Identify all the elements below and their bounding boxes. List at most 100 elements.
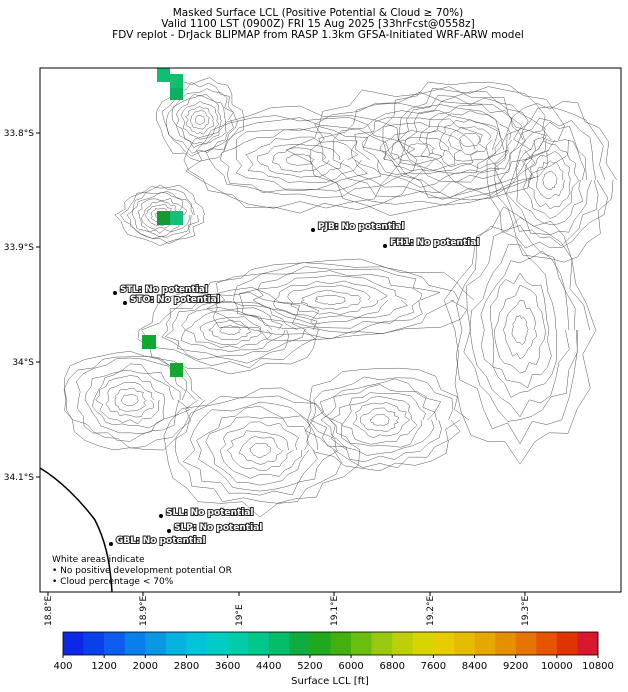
colorbar-label: Surface LCL [ft] [291,676,369,687]
contour [126,191,195,239]
colorbar-swatch [474,632,496,655]
colorbar-tick-label: 400 [53,661,72,672]
contour [205,117,403,198]
contour [522,140,580,219]
station-label: PJB: No potential [318,222,404,232]
contour [121,393,139,406]
colorbar-tick-label: 6000 [338,661,363,672]
colorbar-swatch [145,632,167,655]
contour [469,243,570,418]
colorbar-swatch [556,632,578,655]
stations: PJB: No potential FH1: No potential STL: N… [109,221,481,547]
colorbar-tick-label: 2000 [133,661,158,672]
colorbar-swatch [289,632,311,655]
contour [318,102,506,200]
contour [455,216,590,445]
contour [361,122,478,175]
colorbar-tick-label: 4400 [256,661,281,672]
contour [359,407,400,432]
contour [351,116,489,188]
colorbar: 400 1200 2000 2800 3600 4400 5200 6000 6800 7600 8… [53,631,614,672]
contour [156,77,245,162]
colorbar-frame [62,631,599,656]
title-line: FDV replot - DrJack BLIPMAP from RASP 1.… [112,29,524,41]
colorbar-tick-label: 1200 [91,661,116,672]
contour [205,416,310,486]
contour [180,307,286,352]
contour [352,402,410,439]
contour [141,200,180,230]
colorbar-swatch [433,632,455,655]
title-line: Valid 1100 LST (0900Z) FRI 15 Aug 2025 [… [161,18,474,30]
contour [443,206,597,465]
title-line: Masked Surface LCL (Positive Potential &… [173,7,464,19]
contour [300,290,362,310]
contour [226,430,294,471]
colorbar-tick-label: 6800 [380,661,405,672]
contour [196,405,318,492]
colorbar-swatch [207,632,228,655]
contour [425,110,513,169]
contour [384,86,556,198]
contour [63,356,199,449]
colorbar-tick-label: 7600 [421,661,446,672]
contour [175,94,222,145]
contour [390,136,450,165]
colorbar-tick-label: 10800 [582,661,614,672]
map-frame [39,67,622,593]
contour [137,198,185,234]
contour [463,225,578,422]
contour [528,151,571,210]
contour [439,119,504,162]
contour [141,292,318,369]
contour [503,299,537,360]
contour [180,101,220,140]
note-line: • Cloud percentage < 70% [52,577,174,587]
colorbar-swatch [186,632,208,655]
station-dot [383,244,387,248]
contour [163,387,361,518]
contour [379,130,463,172]
colorbar-tick-label: 10000 [541,661,573,672]
colorbar-tick-label: 5200 [297,661,322,672]
contour [459,133,482,147]
contour [64,351,205,451]
station-label: SLL: No potential [166,508,254,518]
colorbar-swatch [83,632,105,655]
contour [105,382,155,418]
contour [511,315,529,345]
contour [285,86,550,216]
contour [369,413,390,426]
contour [219,324,241,335]
lcl-cell [170,363,183,377]
contour [171,93,227,148]
note-line: • No positive development potential OR [52,566,232,576]
contour [494,106,608,249]
colorbar-tick-label: 8400 [462,661,487,672]
contour [208,319,252,340]
contour [185,115,418,209]
colorbar-swatch [227,632,249,655]
colorbar-swatch [309,632,331,655]
note-line: White areas indicate [52,555,145,565]
map-background [40,68,621,592]
station-dot [113,291,117,295]
lat-label: 34.1°S [4,473,35,483]
contour [137,287,320,375]
contour [233,266,441,334]
lcl-cell [142,335,156,349]
contour [500,117,599,247]
colorbar-swatch [63,632,84,655]
contour [382,81,569,201]
contour [161,300,307,364]
station-dot [311,228,315,232]
station-dot [159,514,163,518]
contour [245,136,359,183]
contour [164,300,298,357]
axes: 33.8°S 33.9°S 34°S 34.1°S 18.8°E 18.9°E 19°E 19… [4,129,531,626]
contour [486,100,617,263]
contour [92,370,174,429]
station-label: STL: No potential [120,285,208,295]
contour [341,396,418,445]
